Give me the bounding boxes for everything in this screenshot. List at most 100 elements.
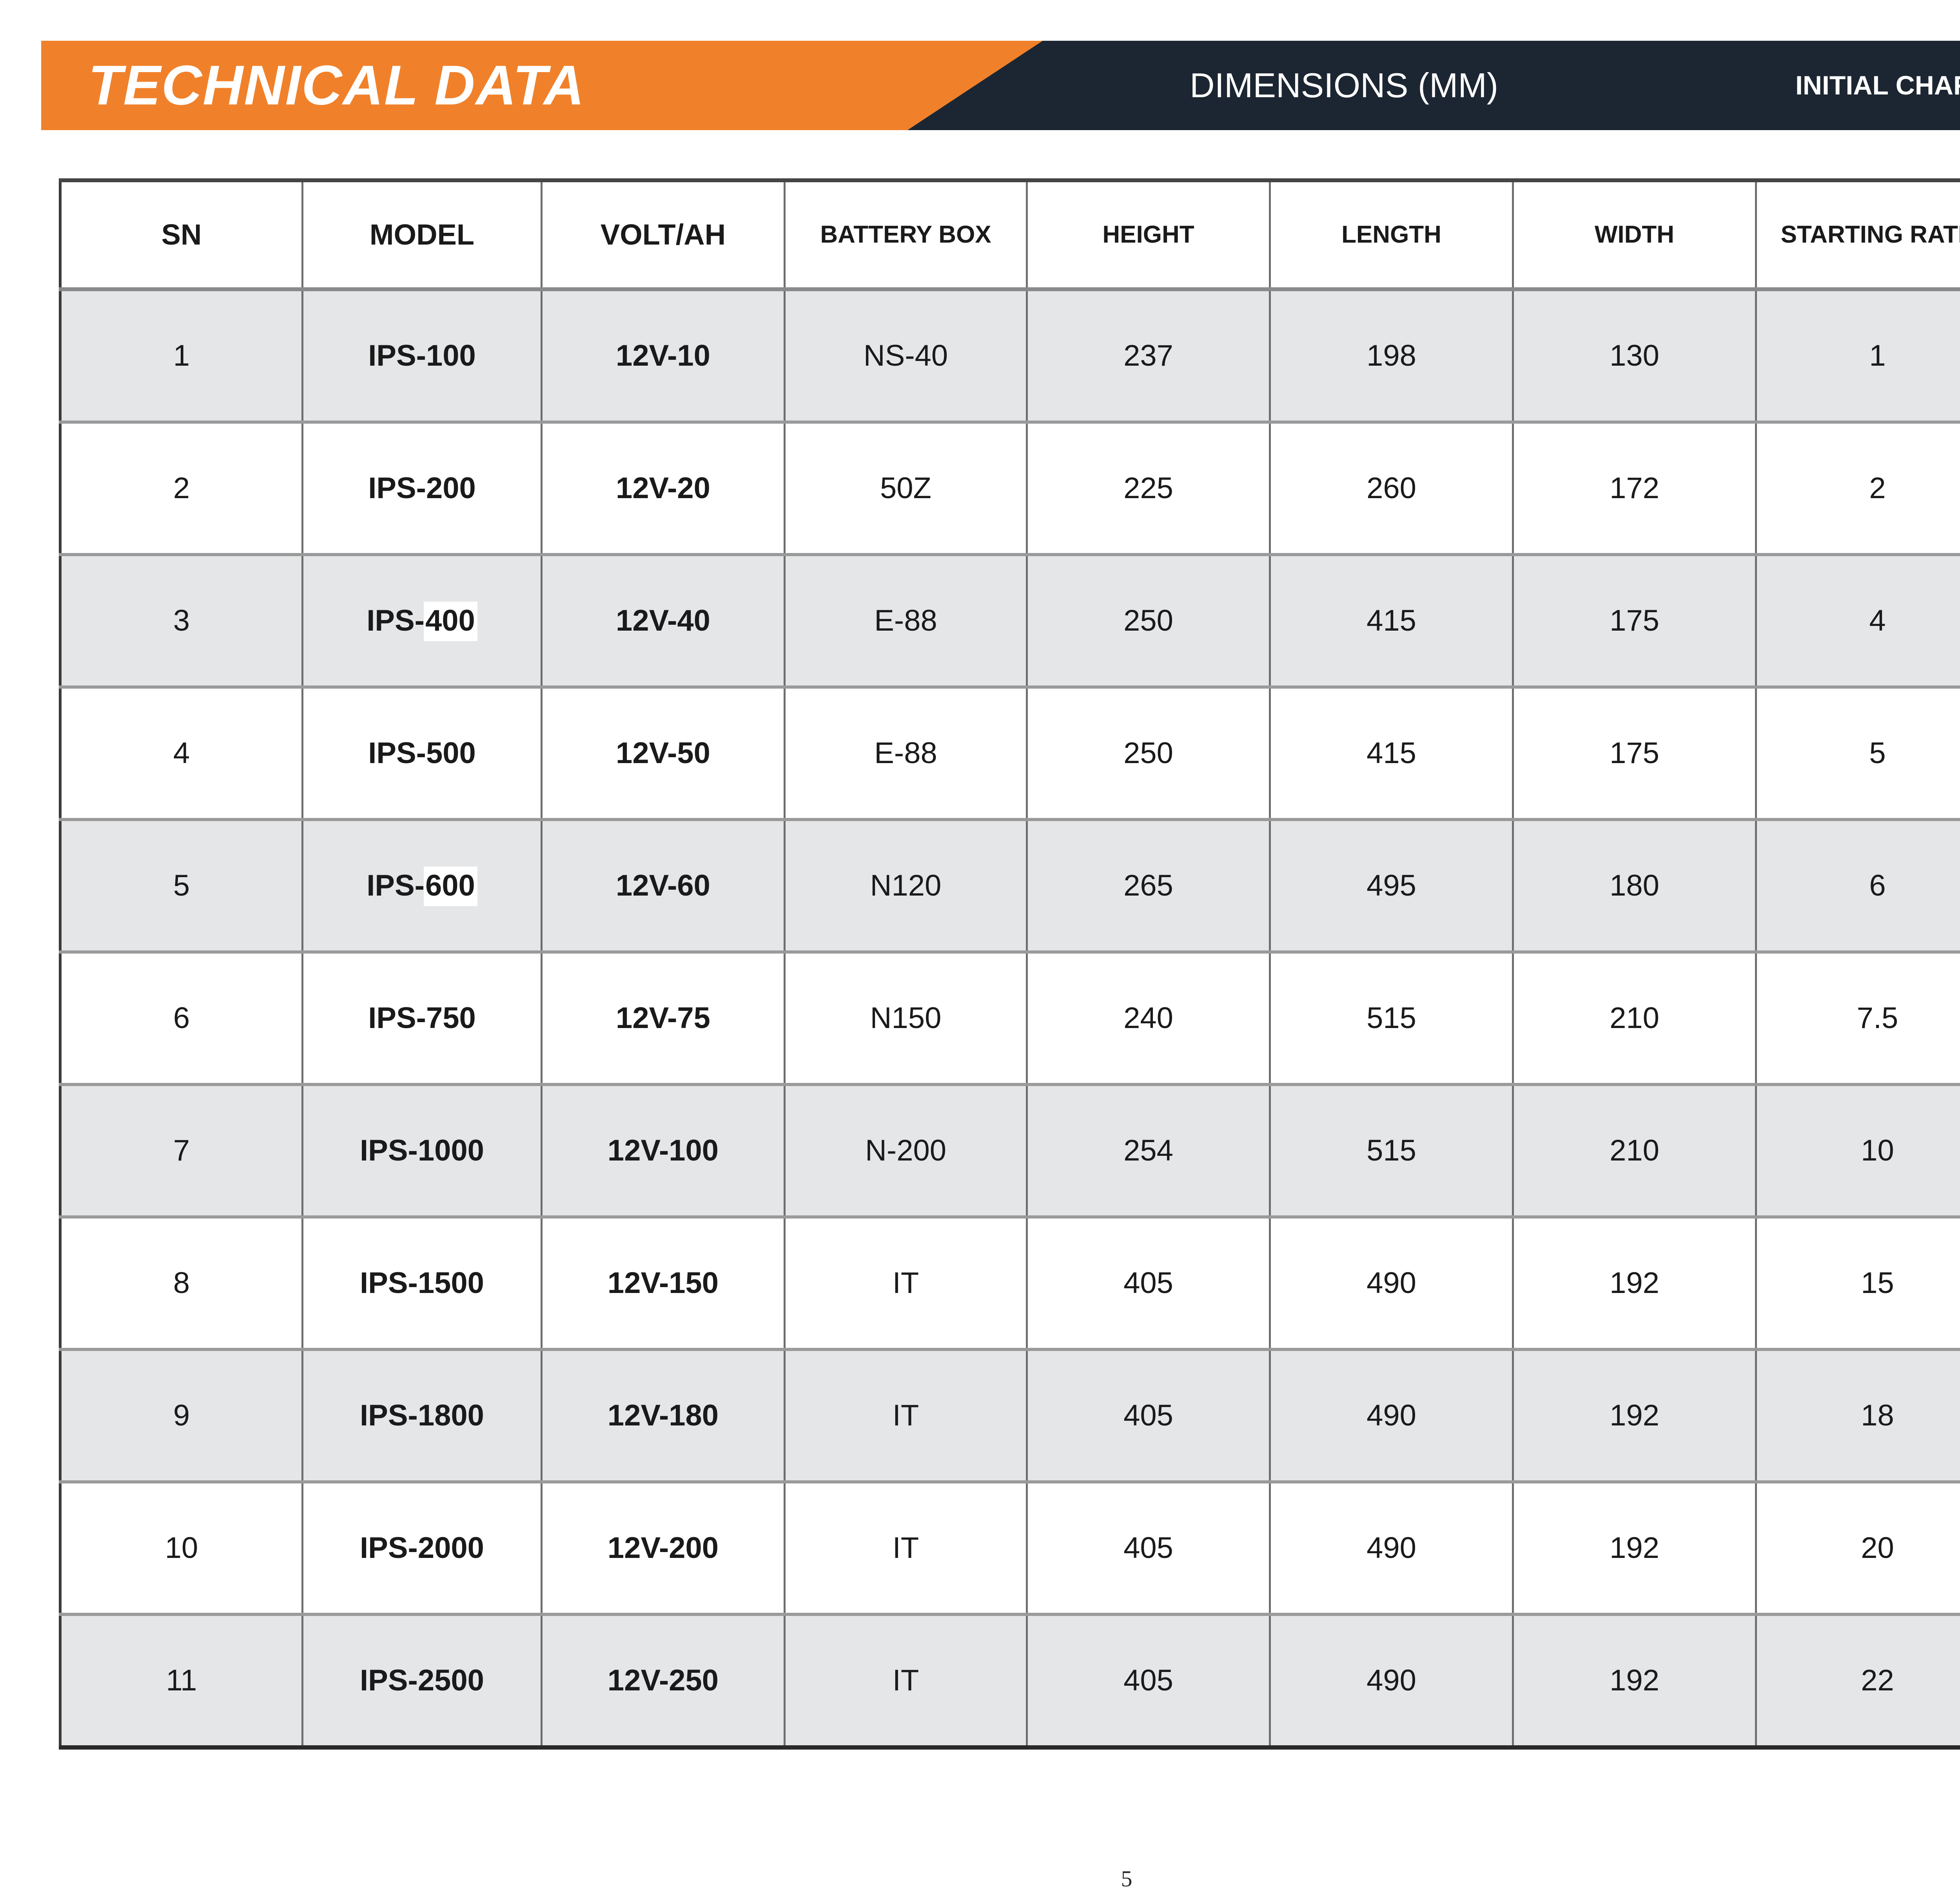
model-value: IPS-1500 — [360, 1268, 484, 1298]
header-banner: TECHNICAL DATA DIMENSIONS (MM) INITIAL C… — [41, 41, 1960, 130]
table-header-row: SN MODEL VOLT/AH BATTERY BOX HEIGHT LENG… — [59, 178, 1960, 291]
cell-starting-rate: 18 — [1755, 1348, 1960, 1483]
column-header-volt-ah: VOLT/AH — [541, 178, 786, 291]
cell-starting-rate: 10 — [1755, 1083, 1960, 1219]
model-number: 100 — [426, 339, 476, 372]
model-number: 1000 — [417, 1134, 484, 1167]
cell-volt-ah: 12V-250 — [541, 1613, 786, 1750]
cell-sn: 7 — [59, 1083, 303, 1219]
column-header-length: LENGTH — [1269, 178, 1514, 291]
cell-model: IPS-750 — [301, 950, 543, 1086]
column-header-starting-rate: STARTING RATE — [1755, 178, 1960, 291]
cell-volt-ah: 12V-40 — [541, 553, 786, 689]
cell-battery-box: IT — [784, 1348, 1028, 1483]
cell-model: IPS-500 — [301, 685, 543, 821]
cell-battery-box: E-88 — [784, 553, 1028, 689]
cell-model: IPS-2500 — [301, 1613, 543, 1750]
cell-model: IPS-400 — [301, 553, 543, 689]
page-number: 5 — [1121, 1866, 1132, 1891]
cell-volt-ah: 12V-20 — [541, 421, 786, 556]
model-number: 1500 — [417, 1266, 484, 1300]
cell-model: IPS-600 — [301, 818, 543, 954]
cell-starting-rate: 4 — [1755, 553, 1960, 689]
cell-volt-ah: 12V-150 — [541, 1215, 786, 1351]
cell-height: 405 — [1026, 1480, 1271, 1616]
cell-starting-rate: 1 — [1755, 288, 1960, 424]
cell-model: IPS-1500 — [301, 1215, 543, 1351]
table-body: 1IPS-10012V-10NS-40237198130112IPS-20012… — [59, 288, 1960, 1750]
cell-width: 175 — [1512, 553, 1757, 689]
cell-model: IPS-100 — [301, 288, 543, 424]
cell-height: 250 — [1026, 553, 1271, 689]
model-number: 500 — [426, 736, 476, 770]
cell-starting-rate: 6 — [1755, 818, 1960, 954]
cell-height: 240 — [1026, 950, 1271, 1086]
cell-model: IPS-2000 — [301, 1480, 543, 1616]
model-prefix: IPS- — [360, 1531, 418, 1565]
cell-height: 237 — [1026, 288, 1271, 424]
cell-length: 490 — [1269, 1215, 1514, 1351]
model-value: IPS-200 — [368, 473, 476, 503]
cell-sn: 5 — [59, 818, 303, 954]
cell-volt-ah: 12V-60 — [541, 818, 786, 954]
cell-length: 515 — [1269, 950, 1514, 1086]
model-prefix: IPS- — [368, 1001, 426, 1035]
cell-model: IPS-1000 — [301, 1083, 543, 1219]
cell-height: 405 — [1026, 1348, 1271, 1483]
cell-length: 490 — [1269, 1348, 1514, 1483]
cell-sn: 4 — [59, 685, 303, 821]
column-header-model: MODEL — [301, 178, 543, 291]
cell-battery-box: N150 — [784, 950, 1028, 1086]
cell-length: 260 — [1269, 421, 1514, 556]
cell-volt-ah: 12V-180 — [541, 1348, 786, 1483]
column-header-sn: SN — [59, 178, 303, 291]
cell-width: 175 — [1512, 685, 1757, 821]
cell-length: 490 — [1269, 1613, 1514, 1750]
model-value: IPS-500 — [368, 738, 476, 768]
model-number: 1800 — [417, 1399, 484, 1432]
dimensions-group-label: DIMENSIONS (MM) — [1190, 66, 1499, 105]
cell-volt-ah: 12V-10 — [541, 288, 786, 424]
model-prefix: IPS- — [367, 869, 425, 902]
model-prefix: IPS- — [367, 604, 425, 637]
model-prefix: IPS- — [360, 1134, 418, 1167]
cell-model: IPS-1800 — [301, 1348, 543, 1483]
model-prefix: IPS- — [368, 339, 426, 372]
cell-battery-box: IT — [784, 1613, 1028, 1750]
model-prefix: IPS- — [360, 1266, 418, 1300]
cell-length: 415 — [1269, 685, 1514, 821]
column-header-width: WIDTH — [1512, 178, 1757, 291]
model-value: IPS-1000 — [360, 1136, 484, 1166]
model-prefix: IPS- — [368, 736, 426, 770]
model-number: 750 — [426, 1001, 476, 1035]
model-value: IPS-100 — [368, 341, 476, 371]
cell-height: 265 — [1026, 818, 1271, 954]
cell-width: 192 — [1512, 1215, 1757, 1351]
cell-volt-ah: 12V-200 — [541, 1480, 786, 1616]
cell-starting-rate: 20 — [1755, 1480, 1960, 1616]
cell-sn: 2 — [59, 421, 303, 556]
cell-volt-ah: 12V-100 — [541, 1083, 786, 1219]
model-number-corrected: 600 — [424, 867, 477, 906]
cell-sn: 11 — [59, 1613, 303, 1750]
cell-battery-box: IT — [784, 1215, 1028, 1351]
model-value: IPS-600 — [367, 867, 477, 906]
banner-orange-panel — [41, 41, 1043, 130]
cell-height: 405 — [1026, 1215, 1271, 1351]
cell-sn: 9 — [59, 1348, 303, 1483]
model-number-corrected: 400 — [424, 602, 477, 641]
model-number: 2000 — [417, 1531, 484, 1565]
cell-sn: 10 — [59, 1480, 303, 1616]
technical-data-table: SN MODEL VOLT/AH BATTERY BOX HEIGHT LENG… — [59, 178, 1960, 1750]
initial-charging-current-group-label: INITIAL CHARGING CURRENT — [1795, 71, 1960, 100]
column-header-height: HEIGHT — [1026, 178, 1271, 291]
cell-length: 515 — [1269, 1083, 1514, 1219]
cell-starting-rate: 7.5 — [1755, 950, 1960, 1086]
